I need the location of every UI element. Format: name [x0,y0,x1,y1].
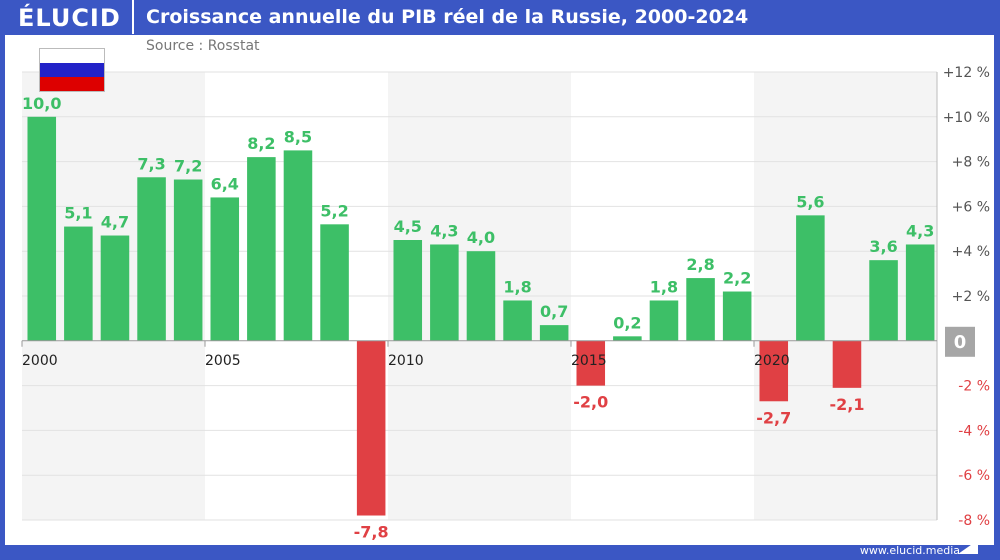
zero-box [945,326,975,357]
data-label: 4,3 [430,221,458,240]
x-tick-label: 2010 [388,353,424,369]
data-label: 7,2 [174,157,202,176]
bar-2021 [796,215,825,341]
data-label: 3,6 [869,237,897,256]
data-label: -2,0 [573,393,608,412]
data-label: -7,8 [354,523,389,542]
data-label: 0,2 [613,313,641,332]
y-tick-label: +2 % [952,289,990,305]
footer-url[interactable]: www.elucid.media [859,544,960,557]
bar-2007 [283,150,313,341]
bar-2002 [100,235,130,341]
bar-2013 [503,300,532,341]
data-label: 5,6 [796,192,824,211]
elucid-mark-icon [958,540,978,554]
bar-2011 [430,244,459,341]
header: ÉLUCID Croissance annuelle du PIB réel d… [0,0,1000,36]
bar-2006 [247,157,276,341]
y-tick-label: -8 % [958,513,990,529]
bar-2008 [320,224,349,341]
bar-2024 [905,244,935,341]
data-label: 4,0 [467,228,495,247]
bar-2001 [64,226,93,341]
bar-2016 [613,336,642,341]
data-label: 1,8 [650,277,678,296]
y-tick-label: -6 % [958,468,990,484]
x-tick-label: 2005 [205,353,241,369]
x-tick-label: 2015 [571,353,607,369]
chart-title: Croissance annuelle du PIB réel de la Ru… [146,6,749,28]
y-tick-label: +12 % [943,65,990,81]
data-label: 5,2 [320,201,348,220]
data-label: 1,8 [503,277,531,296]
y-tick-label: +4 % [952,244,990,260]
bar-2017 [649,300,679,341]
bar-2003 [137,177,166,341]
data-label: -2,7 [756,408,791,427]
bar-2019 [722,291,752,341]
y-tick-label: 0 [954,332,967,353]
data-label: 8,2 [247,134,275,153]
data-label: 4,3 [906,221,934,240]
bar-2012 [466,251,496,341]
y-tick-label: +6 % [952,199,990,215]
bar-2015 [576,340,606,386]
bar-2014 [539,325,569,341]
y-tick-label: -4 % [958,423,990,439]
data-label: 4,5 [394,217,422,236]
bar-2023 [869,260,898,341]
divider [132,0,134,34]
data-label: 0,7 [540,302,568,321]
data-label: 8,5 [284,127,312,146]
data-label: 5,1 [64,204,92,223]
bar-2009 [356,340,386,516]
data-label: 2,8 [686,255,714,274]
y-tick-label: -2 % [958,379,990,395]
data-label: 6,4 [211,174,239,193]
data-label: 2,2 [723,269,751,288]
bar-2018 [686,278,715,341]
bar-2020 [759,340,789,402]
x-tick-label: 2000 [22,353,58,369]
bar-2022 [832,340,862,388]
data-label: 4,7 [101,213,129,232]
data-label: 7,3 [137,154,165,173]
bar-2004 [173,179,203,341]
y-tick-label: +10 % [943,110,990,126]
data-label: -2,1 [829,395,864,414]
y-tick-label: +8 % [952,155,990,171]
bar-2010 [393,240,423,341]
bar-2000 [27,116,57,341]
bar-2005 [210,197,240,341]
russia-flag-icon [39,48,105,92]
data-label: 10,0 [22,94,61,113]
source-note: Source : Rosstat [146,38,260,54]
x-tick-label: 2020 [754,353,790,369]
elucid-logo: ÉLUCID [18,4,121,32]
